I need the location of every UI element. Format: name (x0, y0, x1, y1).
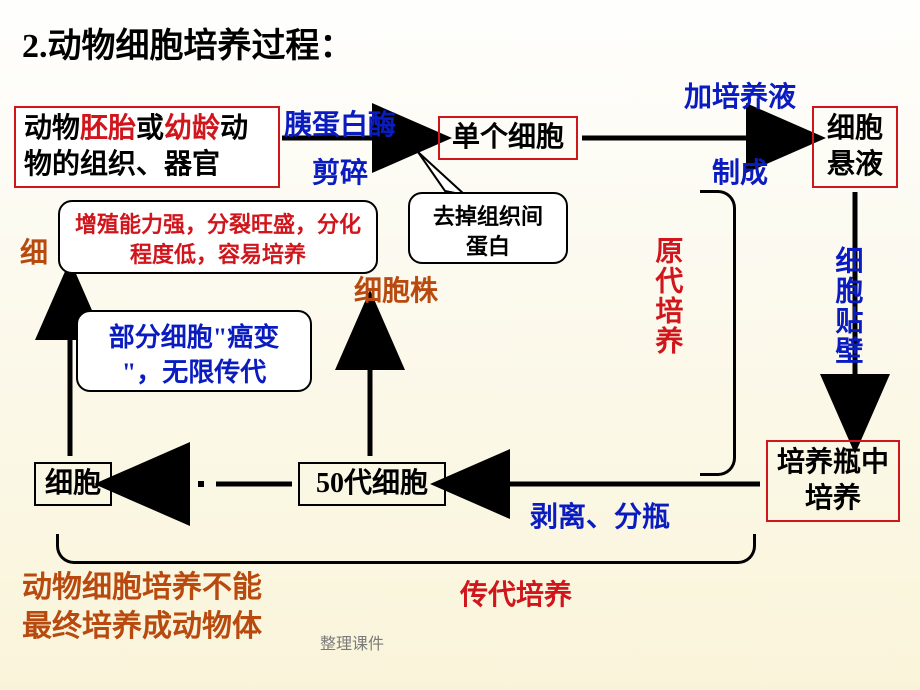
callout-proliferation-note: 增殖能力强，分裂旺盛，分化程度低，容易培养 (58, 200, 378, 274)
label-trypsin: 胰蛋白酶 (284, 108, 396, 144)
node-50-gen-cells: 50代细胞 (298, 462, 446, 506)
node-cell-suspension: 细胞悬液 (812, 106, 898, 188)
label-subculture: 传代培养 (460, 578, 572, 614)
callout-remove-protein: 去掉组织间蛋白 (408, 192, 568, 264)
node-flask-culture: 培养瓶中培养 (766, 440, 900, 522)
callout-cancerous-infinite: 部分细胞"癌变"，无限传代 (76, 310, 312, 392)
label-make: 制成 (712, 156, 768, 192)
node-source-tissue: 动物胚胎或幼龄动物的组织、器官 (14, 106, 280, 188)
label-cell-left-fragment: 细 (20, 236, 48, 272)
label-strip-split: 剥离、分瓶 (530, 500, 670, 536)
node-cell: 细胞 (34, 462, 112, 506)
slide-footer: 整理课件 (320, 630, 384, 654)
label-adhere: 细胞贴壁 (828, 246, 864, 366)
label-cell-strain: 细胞株 (354, 274, 438, 310)
label-add-medium: 加培养液 (684, 80, 796, 116)
label-mince: 剪碎 (312, 156, 368, 192)
brace-primary-culture (700, 190, 736, 476)
label-primary-culture: 原代培养 (648, 236, 684, 356)
node-single-cell: 单个细胞 (438, 116, 578, 160)
brace-subculture (56, 534, 756, 564)
section-title: 2.动物细胞培养过程： (22, 18, 354, 67)
footnote-cannot-form-animal: 动物细胞培养不能最终培养成动物体 (22, 568, 262, 646)
